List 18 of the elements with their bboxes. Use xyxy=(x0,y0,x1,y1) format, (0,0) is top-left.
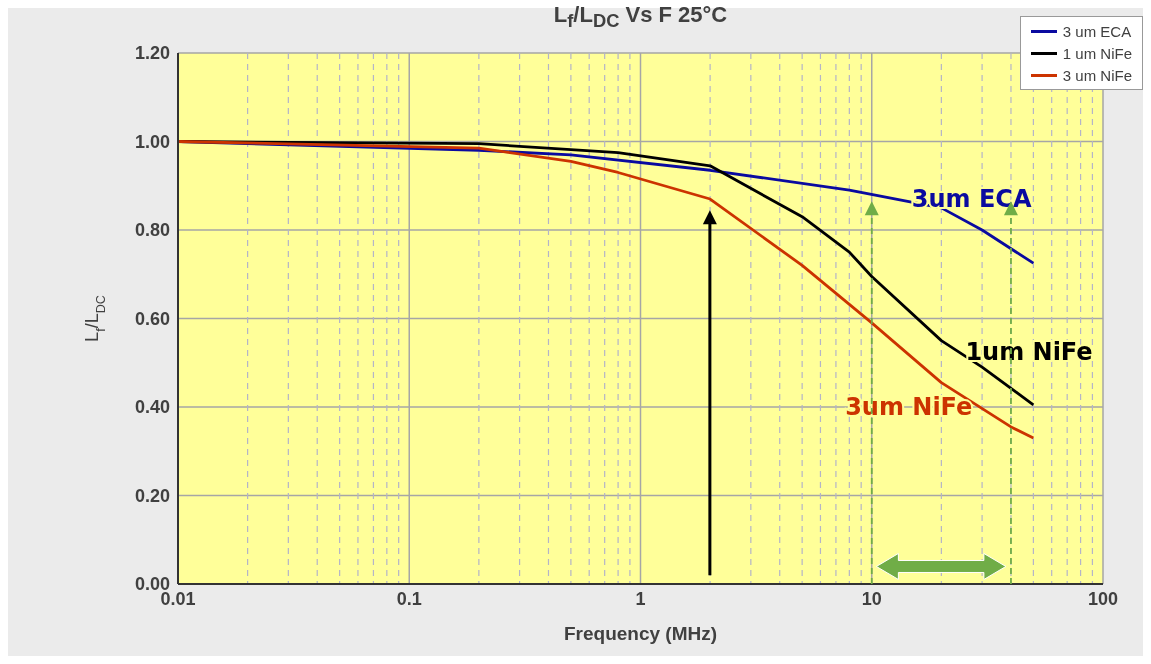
y-tick-label: 0.20 xyxy=(134,485,170,506)
chart-title: L$_{f}$/L$_{DC}$ Vs F 25°C xyxy=(553,2,728,32)
y-tick-label: 1.20 xyxy=(134,43,170,64)
annotation: 3um NiFe xyxy=(845,393,973,422)
y-tick-label: 0.40 xyxy=(134,397,170,418)
legend-label: 3 um NiFe xyxy=(1062,66,1132,84)
x-tick-label: 0.1 xyxy=(396,588,422,609)
y-tick-label: 0.80 xyxy=(134,220,170,241)
x-tick-label: 1 xyxy=(635,588,646,609)
legend-label: 3 um ECA xyxy=(1062,22,1132,40)
x-tick-label: 10 xyxy=(861,588,882,609)
annotation: 3um ECA xyxy=(911,185,1032,214)
y-tick-label: 0.60 xyxy=(134,308,170,329)
y-tick-label: 1.00 xyxy=(134,131,170,152)
legend-label: 1 um NiFe xyxy=(1062,44,1132,62)
x-axis-title: Frequency (MHz) xyxy=(563,623,718,644)
annotation: 1um NiFe xyxy=(965,337,1093,366)
x-tick-label: 100 xyxy=(1087,588,1119,609)
